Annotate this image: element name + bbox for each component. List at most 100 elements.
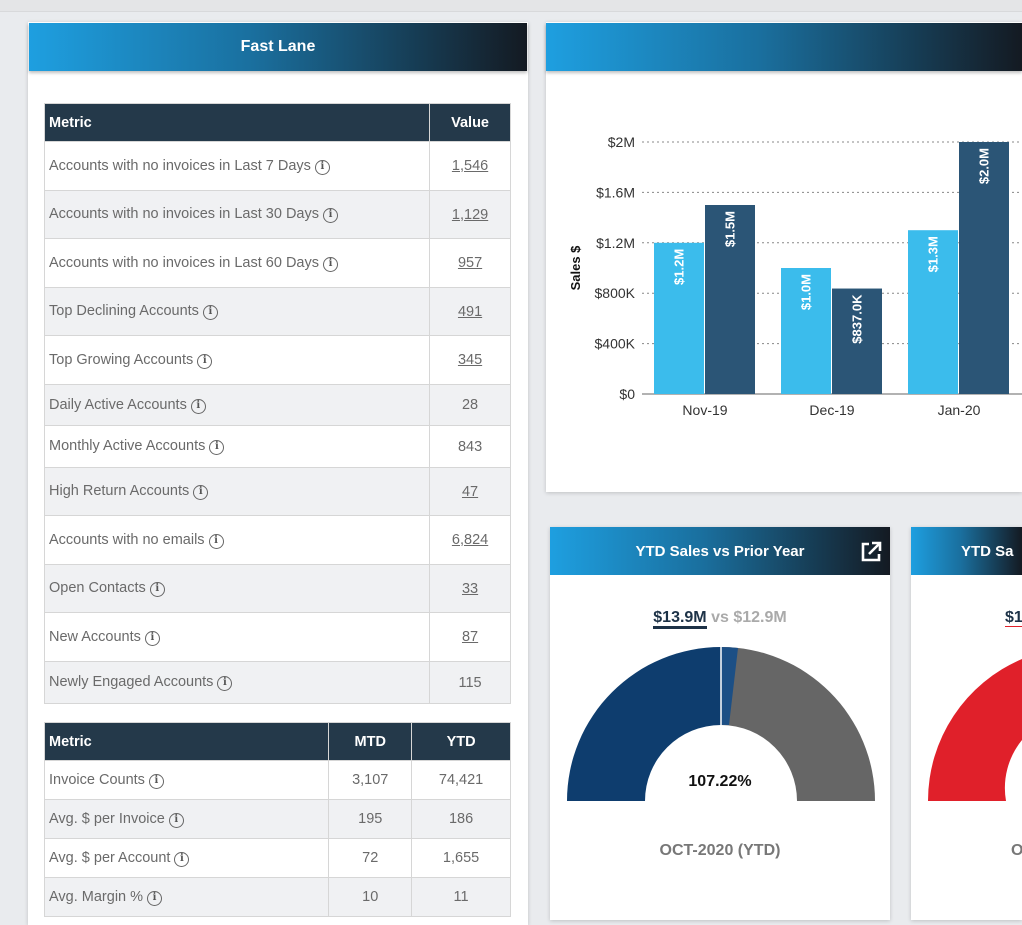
value-cell: 28 — [429, 384, 511, 426]
ytd-cell: 11 — [411, 877, 511, 917]
mtd-ytd-table: Metric MTD YTD Invoice Counts i 3,107 74,42… — [43, 722, 511, 917]
bar — [781, 268, 831, 394]
table-row: Newly Engaged Accounts i 115 — [43, 661, 511, 704]
gauge-prior-arc — [721, 647, 875, 801]
data-label: $1.5M — [723, 211, 738, 247]
value-cell[interactable]: 491 — [429, 287, 511, 336]
mtd-cell: 72 — [328, 838, 413, 878]
value-cell[interactable]: 33 — [429, 564, 511, 613]
value-cell[interactable]: 345 — [429, 335, 511, 385]
value-cell[interactable]: 6,824 — [429, 515, 511, 565]
value-cell[interactable]: 87 — [429, 612, 511, 662]
info-icon[interactable]: i — [168, 812, 184, 828]
table-row: Open Contacts i 33 — [43, 564, 511, 613]
info-icon[interactable]: i — [202, 305, 218, 320]
value-cell[interactable]: 1,546 — [429, 141, 511, 191]
metric-cell: Accounts with no invoices in Last 60 Day… — [43, 238, 431, 288]
external-link-icon[interactable] — [860, 541, 882, 563]
ytd-current-value[interactable]: $13.9M — [653, 609, 707, 629]
second-ytd-card-header: YTD Sa — [911, 527, 1022, 575]
value-link[interactable]: 1,129 — [451, 206, 489, 223]
metric-label: Top Growing Accounts — [49, 351, 194, 368]
data-label: $2.0M — [977, 148, 992, 184]
ytd-cell: 1,655 — [411, 838, 511, 878]
info-icon[interactable]: i — [190, 398, 206, 414]
info-icon[interactable]: i — [144, 630, 160, 646]
metric-label: Avg. $ per Account — [49, 849, 171, 866]
value-cell[interactable]: 957 — [429, 238, 511, 288]
x-tick-label: Jan-20 — [938, 402, 981, 418]
second-ytd-current-value: $1 — [1005, 609, 1022, 627]
metric-label: Daily Active Accounts — [49, 396, 187, 413]
table-row: Accounts with no invoices in Last 30 Day… — [43, 190, 511, 239]
metric-cell: Accounts with no invoices in Last 30 Day… — [43, 190, 431, 239]
info-icon[interactable]: i — [193, 485, 209, 500]
y-axis-label: Sales $ — [568, 245, 583, 291]
info-icon[interactable]: i — [217, 676, 233, 691]
top-strip — [0, 0, 1022, 12]
ytd-sales-card-header: YTD Sales vs Prior Year — [550, 527, 890, 575]
column-header-ytd: YTD — [411, 722, 511, 761]
metric-cell: High Return Accounts i — [43, 467, 431, 516]
table-row: Accounts with no invoices in Last 7 Days… — [43, 141, 511, 191]
column-header-metric: Metric — [43, 103, 431, 142]
mtd-cell: 3,107 — [328, 760, 413, 800]
value-link[interactable]: 957 — [457, 255, 483, 271]
second-ytd-card-title: YTD Sa — [961, 542, 1014, 560]
ytd-comparison: $13.9M vs $12.9M — [550, 609, 890, 629]
info-icon[interactable]: i — [174, 851, 190, 867]
table-row: Avg. $ per Account i 72 1,655 — [43, 838, 511, 878]
value-link[interactable]: 87 — [461, 629, 479, 645]
value-link[interactable]: 1,546 — [451, 158, 489, 174]
value-cell: 115 — [429, 661, 511, 704]
value-text: 115 — [458, 674, 482, 691]
metric-label: Avg. $ per Invoice — [49, 810, 165, 827]
info-icon[interactable]: i — [323, 208, 338, 223]
y-tick-label: $1.6M — [596, 184, 635, 200]
value-link[interactable]: 6,824 — [451, 532, 489, 548]
info-icon[interactable]: i — [149, 582, 165, 597]
mtd-cell: 10 — [328, 877, 413, 917]
table-row: Monthly Active Accounts i 843 — [43, 425, 511, 468]
y-tick-label: $0 — [619, 386, 635, 402]
table-row: Top Growing Accounts i 345 — [43, 335, 511, 385]
y-tick-label: $800K — [595, 285, 636, 301]
info-icon[interactable]: i — [208, 533, 224, 549]
fast-lane-title: Fast Lane — [240, 38, 316, 55]
table-row: Accounts with no invoices in Last 60 Day… — [43, 238, 511, 288]
ytd-cell: 186 — [411, 799, 511, 839]
metric-label: High Return Accounts — [49, 483, 190, 499]
ytd-prior-value: $12.9M — [733, 609, 787, 626]
table-row: Accounts with no emails i 6,824 — [43, 515, 511, 565]
metric-label: Avg. Margin % — [49, 888, 144, 905]
metric-label: Monthly Active Accounts — [49, 438, 206, 454]
metric-label: Accounts with no invoices in Last 7 Days — [49, 157, 311, 174]
info-icon[interactable]: i — [197, 353, 213, 369]
ytd-vs-label: vs — [711, 609, 729, 626]
ytd-gauge — [567, 647, 875, 801]
info-icon[interactable]: i — [209, 440, 225, 455]
info-icon[interactable]: i — [147, 890, 163, 906]
value-cell[interactable]: 1,129 — [429, 190, 511, 239]
info-icon[interactable]: i — [148, 773, 164, 789]
column-header-metric: Metric — [43, 722, 330, 761]
ytd-sales-card-title: YTD Sales vs Prior Year — [635, 542, 805, 560]
fast-lane-header: Fast Lane — [29, 23, 527, 71]
info-icon[interactable]: i — [314, 159, 330, 175]
table-row: Avg. $ per Invoice i 195 186 — [43, 799, 511, 839]
value-link[interactable]: 33 — [461, 580, 479, 597]
value-link[interactable]: 47 — [461, 483, 479, 500]
info-icon[interactable]: i — [323, 256, 338, 272]
metric-cell: Invoice Counts i — [43, 760, 330, 800]
table-row: Daily Active Accounts i 28 — [43, 384, 511, 426]
value-link[interactable]: 491 — [457, 303, 483, 320]
value-link[interactable]: 345 — [457, 352, 483, 368]
ytd-period-label: OCT-2020 (YTD) — [659, 842, 781, 859]
metric-cell: Monthly Active Accounts i — [43, 425, 431, 468]
value-cell[interactable]: 47 — [429, 467, 511, 516]
mtd-cell: 195 — [328, 799, 413, 839]
table-row: Invoice Counts i 3,107 74,421 — [43, 760, 511, 800]
column-header-mtd: MTD — [328, 722, 413, 761]
metric-cell: New Accounts i — [43, 612, 431, 662]
ytd-cell: 74,421 — [411, 760, 511, 800]
